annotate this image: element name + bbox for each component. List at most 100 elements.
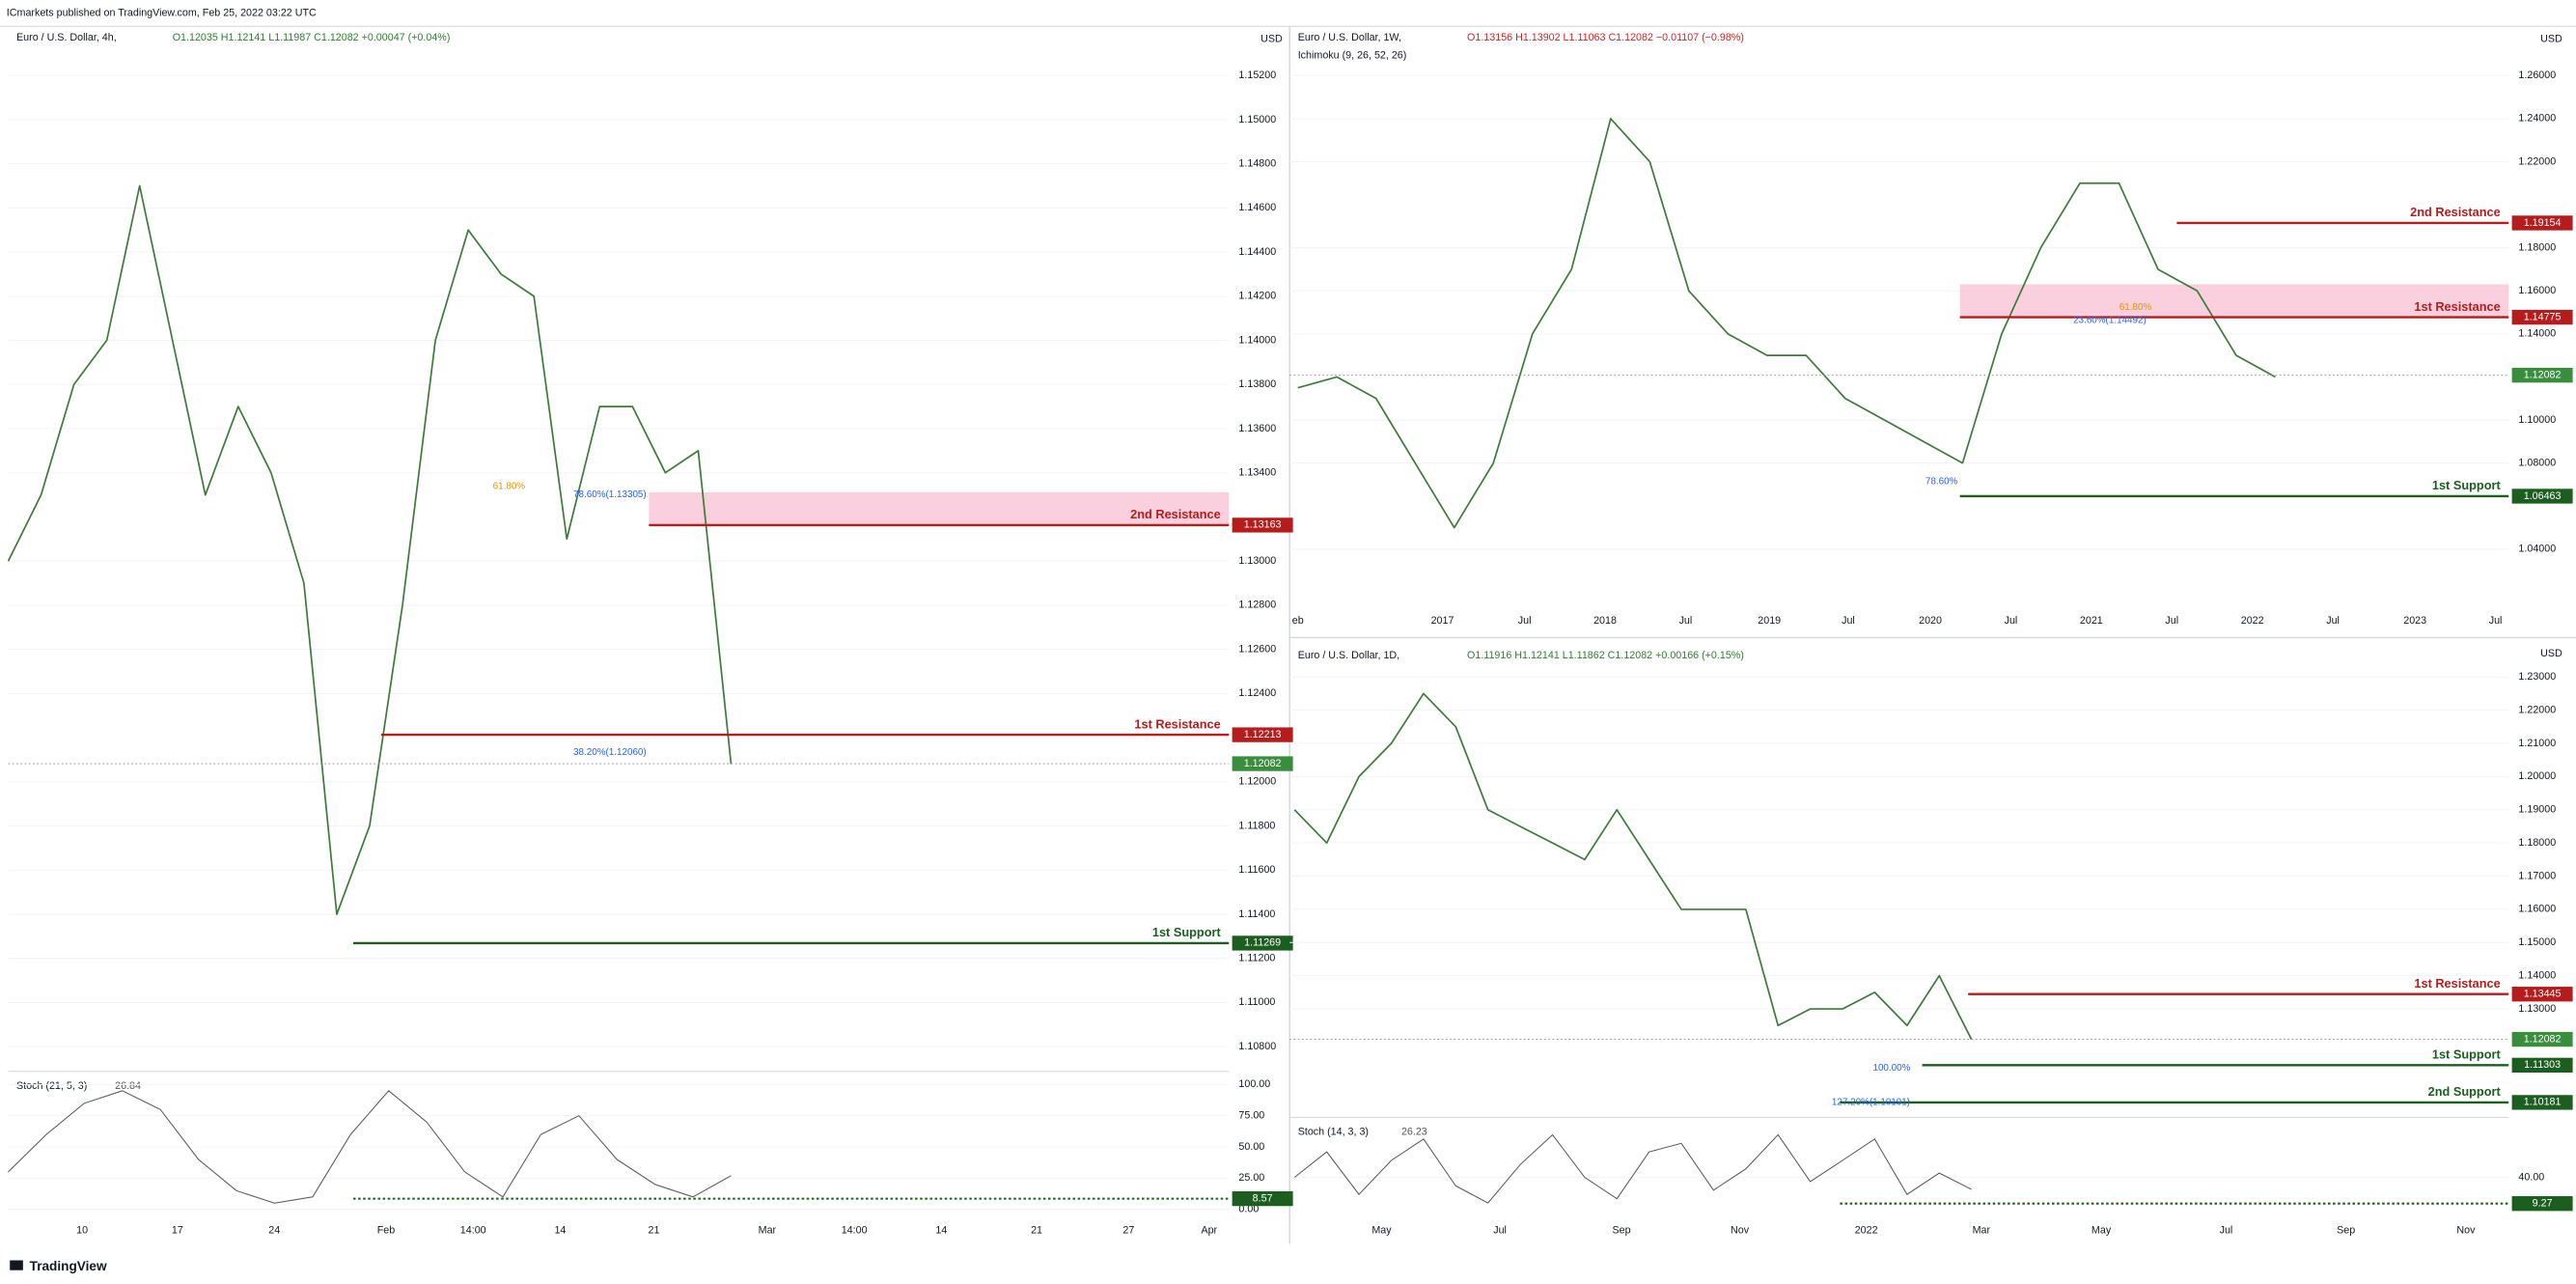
x-tick-label: Jul (1842, 615, 1855, 627)
x-tick-label: 14 (554, 1225, 566, 1237)
price-line (1297, 118, 2276, 529)
current-price-box (2511, 1031, 2573, 1047)
fib-label: 61.80% (2119, 302, 2152, 313)
currency: USD (1260, 34, 1283, 45)
level-price: 1.06463 (2524, 490, 2562, 502)
level-name: 1st Support (1152, 925, 1222, 939)
y-tick-label: 1.18000 (2518, 242, 2556, 254)
x-tick-label: 2018 (1593, 615, 1617, 627)
y-tick-label: 1.14000 (2518, 969, 2556, 981)
current-price-label: 1.12082 (1244, 758, 1282, 769)
x-tick-label: 2023 (2403, 615, 2426, 627)
level-price-box (2511, 1057, 2573, 1073)
y-tick-label: 1.11000 (1238, 996, 1275, 1008)
level-name: 1st Support (2432, 1047, 2502, 1062)
y-tick-label: 1.14200 (1238, 291, 1276, 302)
x-tick-label: 14:00 (842, 1225, 868, 1237)
fib-label: 23.60%(1.14492) (2073, 316, 2147, 326)
y-tick-label: 1.14400 (1238, 246, 1276, 258)
level-price-box (1232, 935, 1293, 951)
x-tick-label: 2022 (1855, 1225, 1878, 1237)
y-tick-label: 1.11200 (1238, 953, 1275, 964)
level-price: 1.12213 (1244, 729, 1282, 740)
y-tick-label: 1.14600 (1238, 202, 1276, 213)
level-name: 1st Support (2432, 478, 2502, 492)
x-tick-label: Jul (2165, 615, 2178, 627)
level-price: 1.13163 (1244, 519, 1282, 531)
x-tick-label: 2017 (1431, 615, 1454, 627)
x-tick-label: Jul (2326, 615, 2340, 627)
publish-header: ICmarkets published on TradingView.com, … (7, 7, 317, 18)
y-tick-label: 1.22000 (2518, 704, 2556, 715)
symbol: Euro / U.S. Dollar, 1D, (1298, 650, 1399, 661)
y-tick-label: 1.12400 (1238, 687, 1276, 699)
level-price: 1.11269 (1244, 937, 1281, 949)
level-price: 1.10181 (2524, 1097, 2562, 1108)
x-tick-label: Sep (1613, 1225, 1631, 1237)
fib-label: 127.20%(1.10191) (1832, 1098, 1910, 1108)
x-tick-label: 2019 (1758, 615, 1781, 627)
current-price-box (1232, 756, 1293, 771)
y-tick-label: 1.24000 (2518, 113, 2556, 125)
symbol: Euro / U.S. Dollar, 1W, (1298, 32, 1401, 43)
level-price-box (1232, 727, 1293, 742)
fib-label: 78.60% (1925, 476, 1958, 487)
x-tick-label: Jul (2005, 615, 2018, 627)
level-price-box (1232, 517, 1293, 533)
y-tick-label: 1.15200 (1238, 70, 1276, 81)
level-price: 1.14775 (2524, 311, 2562, 322)
y-tick-label: 1.10800 (1238, 1041, 1276, 1052)
y-tick-label: 1.12600 (1238, 643, 1276, 655)
y-tick-label: 1.26000 (2518, 70, 2556, 81)
price-line (7, 184, 733, 915)
y-tick-label: 1.16000 (2518, 904, 2556, 915)
resistance-zone (1959, 284, 2509, 318)
stoch-reading: 26.23 (1401, 1127, 1427, 1138)
currency: USD (2540, 34, 2562, 45)
fib-label: 100.00% (1872, 1063, 1910, 1074)
y-tick-label: 1.11600 (1238, 864, 1275, 876)
ohlc: O1.12035 H1.12141 L1.11987 C1.12082 +0.0… (173, 32, 451, 43)
stoch-level-label: 8.57 (1253, 1192, 1273, 1204)
tv-logo (10, 1260, 23, 1270)
y-tick-label: 1.11400 (1238, 908, 1275, 920)
resistance-zone (649, 491, 1230, 525)
indicator: Ichimoku (9, 26, 52, 26) (1298, 50, 1407, 62)
level-price-box (2511, 488, 2573, 504)
stoch-level-box (2511, 1196, 2573, 1212)
x-tick-label: Feb (377, 1225, 396, 1237)
x-tick-label: Jul (2489, 615, 2503, 627)
y-tick-label: 1.14000 (1238, 334, 1276, 346)
level-price-box (2511, 309, 2573, 325)
x-tick-label: 21 (1031, 1225, 1042, 1237)
stoch-tick-label: 75.00 (1238, 1109, 1264, 1121)
x-tick-label: 24 (268, 1225, 280, 1237)
x-tick-label: 21 (648, 1225, 659, 1237)
fib-label: 78.60%(1.13305) (573, 489, 647, 500)
x-tick-label: Nov (1731, 1225, 1750, 1237)
x-tick-label: 2021 (2080, 615, 2103, 627)
y-tick-label: 1.10000 (2518, 414, 2556, 426)
stoch-reading: 26.84 (115, 1080, 141, 1092)
y-tick-label: 1.15000 (1238, 114, 1276, 126)
y-tick-label: 1.11800 (1238, 820, 1275, 831)
y-tick-label: 1.19000 (2518, 804, 2556, 816)
current-price-box (2511, 368, 2573, 383)
stoch-name: Stoch (14, 3, 3) (1298, 1127, 1369, 1138)
level-price: 1.13445 (2524, 989, 2562, 1000)
y-tick-label: 1.14800 (1238, 157, 1276, 169)
fib-label: 61.80% (493, 481, 526, 491)
stoch-tick-label: 0.00 (1238, 1204, 1259, 1215)
y-tick-label: 1.13000 (1238, 555, 1276, 567)
level-name: 2nd Resistance (1130, 507, 1221, 521)
x-tick-label: Mar (759, 1225, 777, 1237)
x-tick-label: 27 (1122, 1225, 1134, 1237)
x-tick-label: eb (1292, 615, 1304, 627)
level-price-box (2511, 1095, 2573, 1110)
y-tick-label: 1.18000 (2518, 837, 2556, 849)
x-tick-label: May (1371, 1225, 1392, 1237)
stoch-level-label: 9.27 (2533, 1198, 2553, 1210)
y-tick-label: 1.23000 (2518, 671, 2556, 683)
x-tick-label: Jul (1518, 615, 1532, 627)
